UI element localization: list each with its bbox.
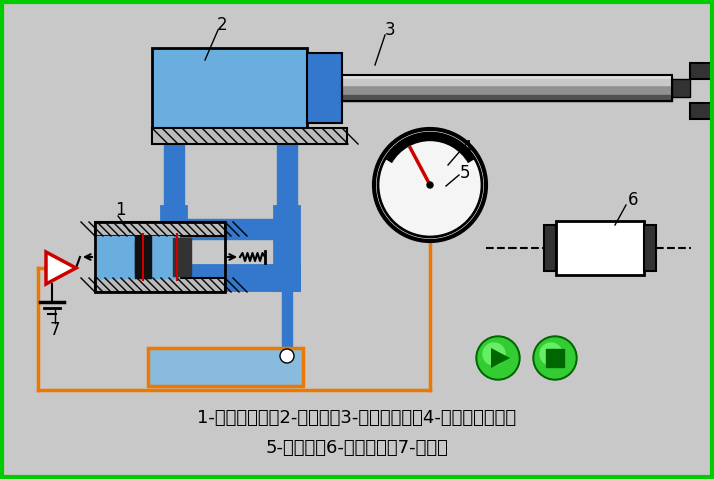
Bar: [164, 144, 184, 239]
Bar: [546, 349, 564, 367]
Bar: [135, 241, 141, 273]
Text: 3: 3: [385, 21, 396, 39]
Bar: [307, 53, 342, 123]
Bar: [672, 79, 690, 97]
Bar: [148, 348, 303, 386]
Text: 5-电位器；6-步进电机；7-放大器: 5-电位器；6-步进电机；7-放大器: [266, 439, 448, 457]
Text: 4: 4: [462, 139, 472, 157]
Text: 1-电液伺服阀；2-液压缸；3-机械手手臂；4-齿轮齿条机构；: 1-电液伺服阀；2-液压缸；3-机械手手臂；4-齿轮齿条机构；: [198, 409, 516, 427]
Bar: [173, 238, 191, 276]
Bar: [95, 222, 225, 236]
Circle shape: [483, 343, 505, 365]
Circle shape: [476, 336, 520, 380]
Bar: [152, 48, 307, 128]
Bar: [141, 236, 179, 278]
Bar: [644, 225, 656, 271]
Text: 2: 2: [216, 16, 227, 34]
Bar: [152, 128, 347, 144]
Circle shape: [535, 338, 575, 378]
Text: 1: 1: [115, 201, 126, 219]
Bar: [342, 79, 672, 85]
Circle shape: [478, 338, 518, 378]
Bar: [342, 75, 672, 101]
Bar: [97, 236, 135, 278]
Circle shape: [540, 343, 562, 365]
Bar: [342, 95, 672, 101]
Circle shape: [533, 336, 577, 380]
Bar: [135, 236, 151, 278]
Bar: [556, 221, 644, 275]
Bar: [342, 75, 672, 79]
Bar: [690, 103, 714, 119]
Circle shape: [427, 182, 433, 188]
Circle shape: [374, 129, 486, 241]
Polygon shape: [46, 252, 76, 284]
Bar: [95, 278, 225, 292]
Circle shape: [378, 133, 482, 237]
Polygon shape: [491, 348, 510, 368]
Text: 7: 7: [50, 321, 60, 339]
Text: 6: 6: [628, 191, 638, 209]
Text: 5: 5: [460, 164, 471, 182]
Bar: [277, 144, 297, 239]
Circle shape: [280, 349, 294, 363]
Bar: [282, 239, 292, 348]
Bar: [342, 75, 672, 101]
Bar: [95, 222, 225, 292]
Bar: [544, 225, 556, 271]
Bar: [164, 219, 297, 239]
Bar: [690, 63, 714, 79]
